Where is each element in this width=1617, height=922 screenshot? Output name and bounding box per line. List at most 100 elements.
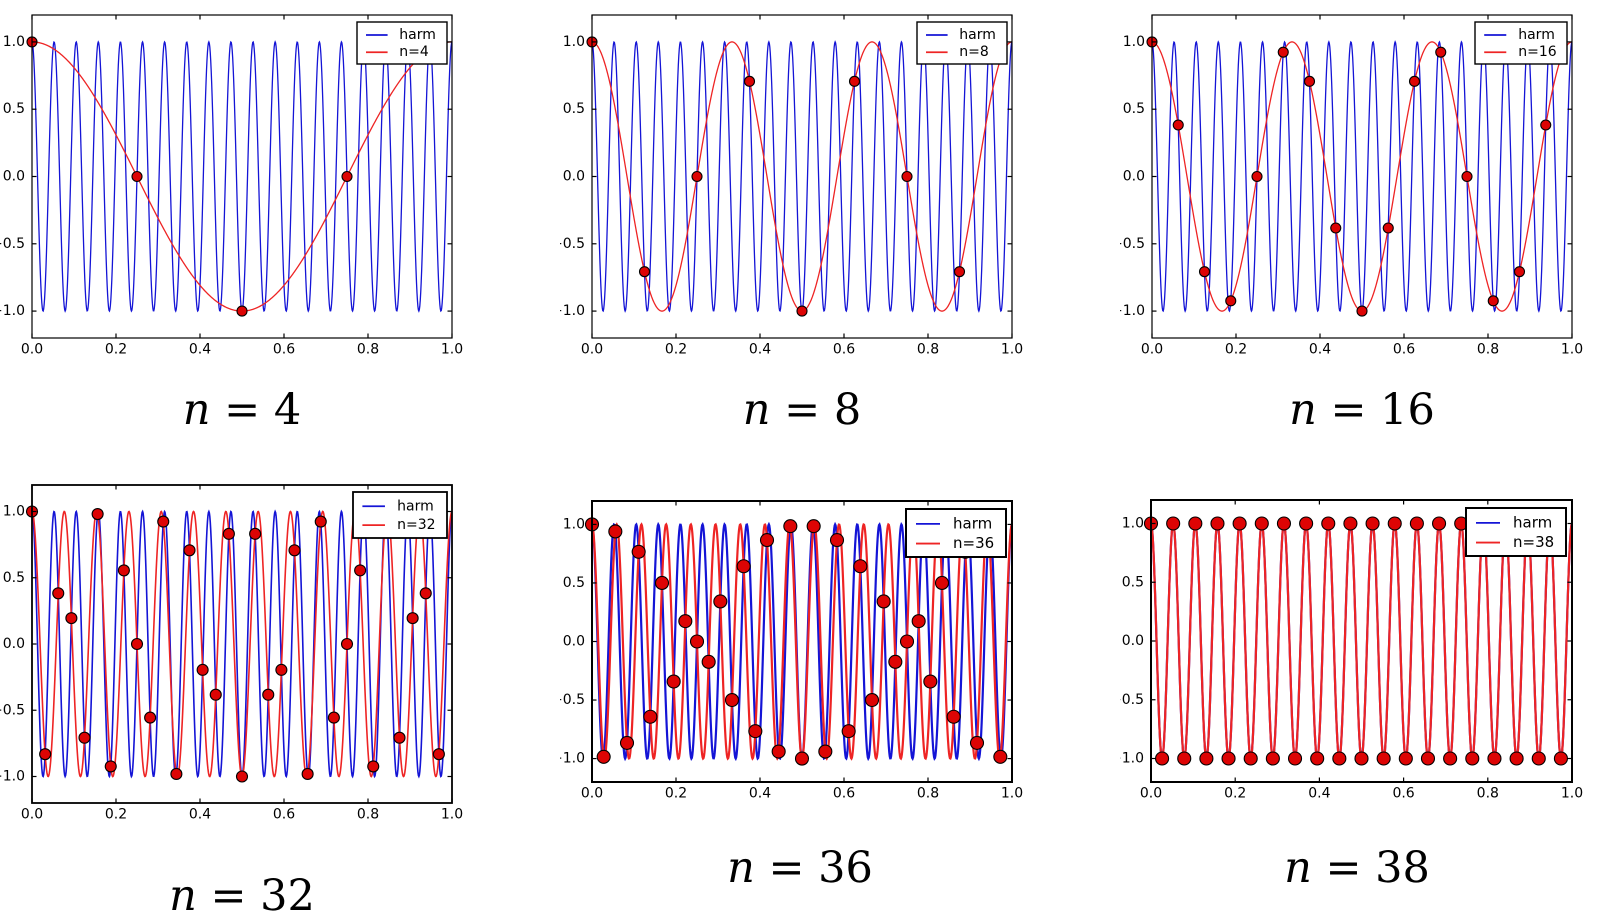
- y-tick-label: 1.0: [1123, 34, 1145, 50]
- sample-marker: [631, 544, 646, 559]
- sample-marker: [52, 587, 65, 600]
- sample-marker: [993, 749, 1008, 764]
- x-tick-label: 0.0: [1140, 786, 1162, 802]
- y-tick-label: 0.0: [3, 636, 25, 652]
- sample-marker: [736, 559, 751, 574]
- sample-marker: [157, 515, 170, 528]
- x-tick-label: 0.8: [917, 342, 939, 358]
- sample-marker: [314, 515, 327, 528]
- sample-marker: [183, 544, 196, 557]
- sample-marker: [1303, 75, 1316, 87]
- subplot-cell-n38: 0.0 0.2 0.4 0.6 0.8 1.0 1.0 0.5 0.0 −0.5 −1.0 harm n…: [1120, 470, 1617, 922]
- x-tick-label: 0.8: [357, 807, 379, 823]
- sample-marker: [1232, 516, 1247, 531]
- y-tick-label: −1.0: [1120, 751, 1144, 767]
- y-tick-label: −0.5: [0, 702, 25, 718]
- sample-marker: [39, 748, 52, 761]
- sample-marker: [130, 637, 144, 651]
- sample-marker: [1188, 516, 1203, 531]
- x-tick-label: 0.2: [105, 342, 127, 358]
- x-tick-label: 0.4: [189, 342, 211, 358]
- harm-curve: [1151, 40, 1573, 313]
- x-tick-label: 0.0: [1141, 342, 1163, 358]
- y-tick-label: −0.5: [1120, 236, 1145, 252]
- sample-marker: [170, 767, 183, 781]
- sample-marker: [1409, 516, 1424, 531]
- legend-entry-label: n=38: [1513, 533, 1554, 551]
- sample-marker: [934, 575, 950, 591]
- plot-n4: 0.0 0.2 0.4 0.6 0.8 1.0 1.0 0.5 0.0 −0.5 −1.0 harmn…: [0, 14, 463, 358]
- sample-marker: [923, 674, 938, 689]
- x-tick-label: 1.0: [1561, 786, 1583, 802]
- sample-marker: [1243, 751, 1258, 766]
- y-tick-label: 1.0: [3, 504, 25, 520]
- sample-marker: [1398, 751, 1413, 766]
- sample-marker: [419, 587, 432, 600]
- legend-entry-label: n=8: [959, 44, 989, 60]
- x-tick-label: 1.0: [1561, 342, 1583, 358]
- sample-marker: [1531, 751, 1546, 766]
- sample-marker: [608, 524, 623, 539]
- harm-curve: [590, 521, 1014, 762]
- sample-marker: [1408, 75, 1421, 87]
- legend-entry-label: harm: [953, 514, 992, 532]
- sample-marker: [104, 760, 117, 773]
- sample-marker: [1225, 295, 1237, 307]
- x-tick-label: 1.0: [441, 807, 463, 823]
- sample-marker: [1265, 751, 1280, 766]
- x-tick-label: 0.6: [1392, 786, 1414, 802]
- sampled-curve: [1149, 520, 1574, 762]
- legend-entry-label: n=4: [399, 44, 429, 60]
- plot-n36: 0.0 0.2 0.4 0.6 0.8 1.0 1.0 0.5 0.0 −0.5 −1.0 harm n…: [560, 500, 1023, 802]
- sample-marker: [1356, 305, 1368, 317]
- x-tick-label: 0.0: [581, 342, 603, 358]
- legend-entry-label: n=36: [953, 534, 994, 552]
- sample-marker: [713, 594, 728, 609]
- subplot-cell-n32: 0.0 0.2 0.4 0.6 0.8 1.0 1.0 0.5 0.0 −0.5 −1.0 harm n…: [0, 470, 540, 922]
- x-tick-label: 0.4: [189, 807, 211, 823]
- caption-variable: n: [169, 871, 197, 921]
- sample-marker: [1310, 751, 1325, 766]
- sample-marker: [1435, 46, 1447, 58]
- sample-marker: [596, 749, 611, 764]
- subplot-cell-n8: 0.00.20.40.60.81.01.00.50.0−0.5−1.0harmn…: [560, 0, 1100, 468]
- legend-entry-label: harm: [1513, 513, 1552, 531]
- sample-marker: [354, 564, 367, 577]
- sample-marker: [818, 744, 833, 759]
- legend-box: [356, 21, 448, 65]
- sample-marker: [796, 305, 808, 317]
- sample-marker: [1343, 516, 1358, 531]
- x-tick-label: 0.6: [273, 807, 295, 823]
- caption-n32: n = 32: [169, 871, 315, 921]
- sample-marker: [1553, 751, 1568, 766]
- sample-marker: [1155, 751, 1170, 766]
- x-tick-label: 0.2: [1225, 342, 1247, 358]
- y-tick-label: −0.5: [560, 692, 585, 708]
- sample-marker: [794, 751, 810, 766]
- sample-marker: [262, 688, 275, 701]
- x-tick-label: 0.6: [273, 342, 295, 358]
- caption-variable: n: [727, 843, 755, 893]
- y-tick-label: −1.0: [0, 303, 25, 319]
- sample-marker: [1330, 222, 1342, 234]
- sample-marker: [638, 266, 651, 278]
- sample-marker: [235, 770, 249, 783]
- x-tick-label: 0.4: [749, 786, 771, 802]
- sample-marker: [724, 692, 740, 708]
- sample-marker: [1431, 516, 1447, 531]
- sample-marker: [301, 767, 314, 781]
- caption-value: = 4: [210, 385, 302, 435]
- sample-marker: [899, 634, 915, 649]
- caption-variable: n: [1284, 843, 1312, 893]
- sample-marker: [1332, 751, 1347, 766]
- sample-marker: [1166, 516, 1181, 531]
- legend-box: [1465, 507, 1567, 557]
- plot-n16: 0.0 0.2 0.4 0.6 0.8 1.0 1.0 0.5 0.0 −0.5 −1.0 harmn…: [1120, 14, 1583, 358]
- harm-curve: [591, 40, 1013, 313]
- sample-marker: [1487, 751, 1502, 766]
- x-tick-label: 0.4: [1308, 786, 1330, 802]
- sample-marker: [848, 75, 861, 87]
- sample-marker: [1299, 516, 1314, 531]
- plot-n32: 0.0 0.2 0.4 0.6 0.8 1.0 1.0 0.5 0.0 −0.5 −1.0 harm n…: [0, 484, 463, 823]
- caption-value: = 16: [1316, 385, 1435, 435]
